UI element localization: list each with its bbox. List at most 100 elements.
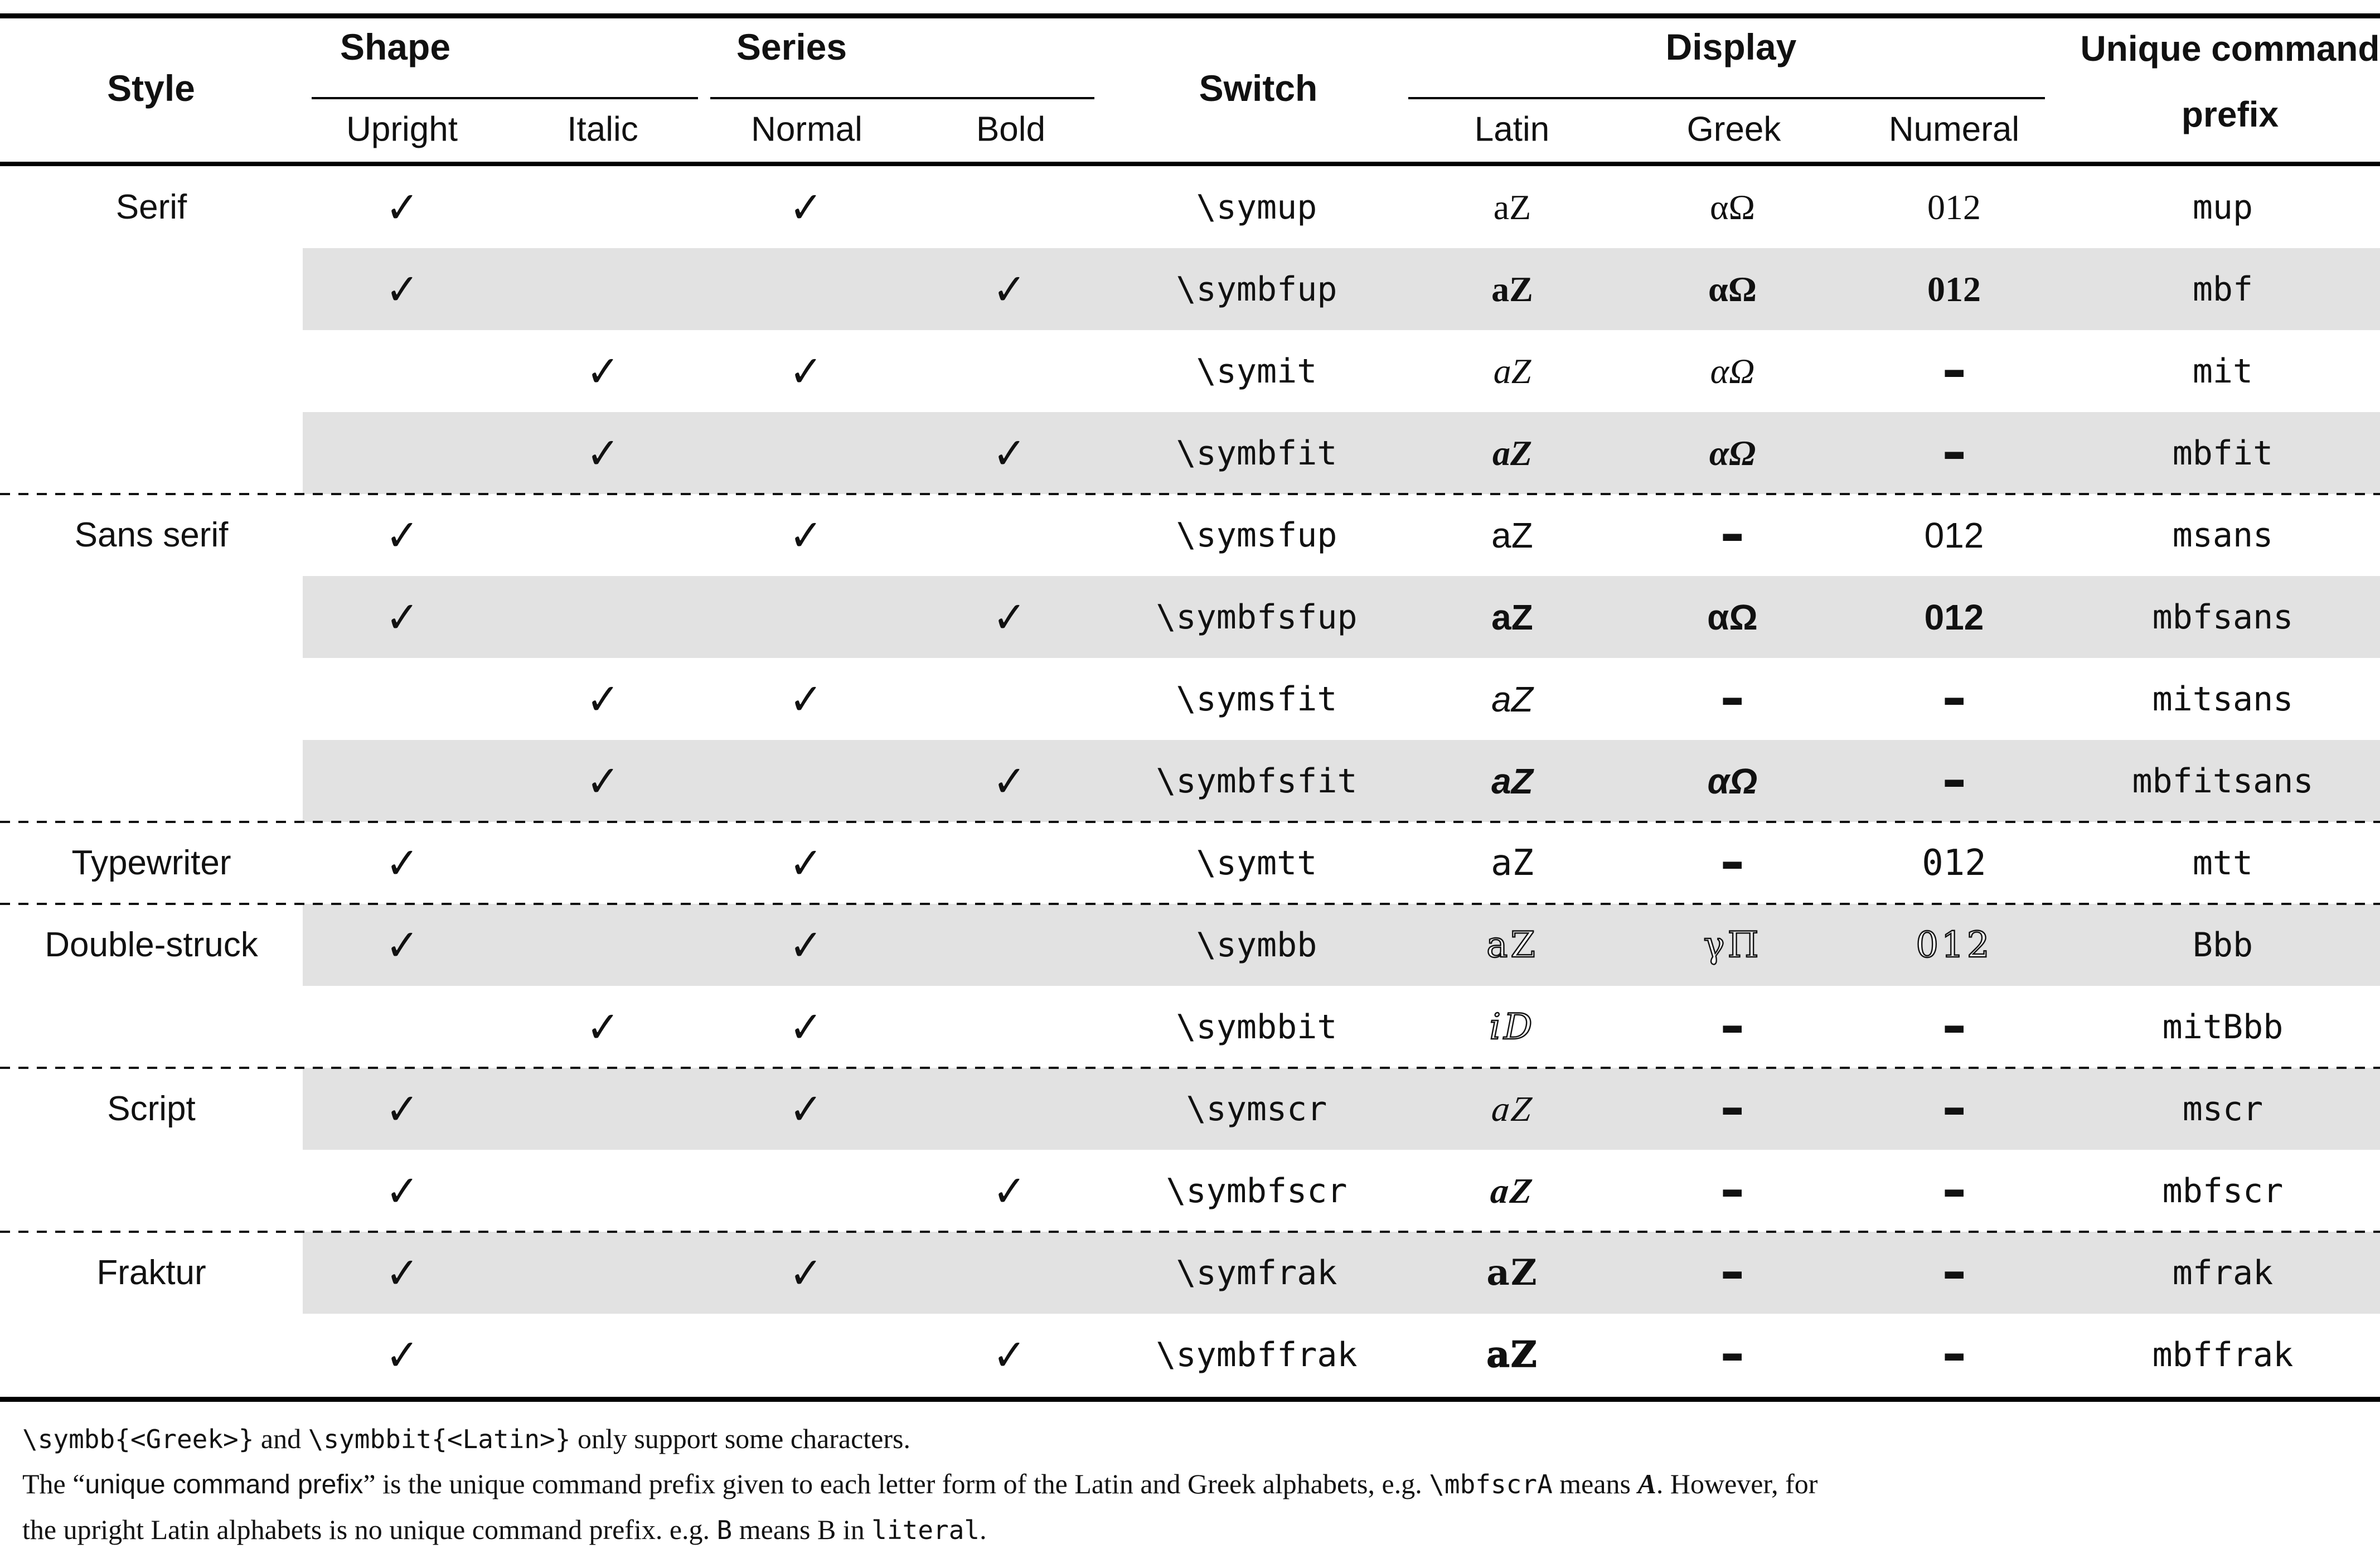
checkmark-icon: ✓ bbox=[789, 1083, 823, 1134]
checkmark-icon: ✓ bbox=[789, 510, 823, 560]
table-row: Sans serif ✓ ✓ \symsfup aZ - 012 msans bbox=[0, 494, 2380, 576]
table-row: ✓ ✓ \symbfscr aZ - - mbfscr bbox=[0, 1150, 2380, 1232]
footnote-segment: literal bbox=[871, 1515, 980, 1545]
table-row: Serif ✓ ✓ \symup aZ αΩ 012 mup bbox=[0, 166, 2380, 248]
footnote-segment: unique command prefix bbox=[85, 1470, 363, 1499]
prefix-cell: mfrak bbox=[2172, 1253, 2274, 1293]
switch-cell: \symbb bbox=[1196, 925, 1317, 965]
checkmark-icon: ✓ bbox=[789, 1247, 823, 1298]
check-cell-upright: ✓ bbox=[385, 1333, 419, 1377]
greek-sample: - bbox=[1714, 670, 1751, 728]
footnotes: \symbb{<Greek>} and \symbbit{<Latin>} on… bbox=[22, 1416, 2364, 1552]
numeral-sample: 012 bbox=[1927, 187, 1981, 227]
subheader-italic: Italic bbox=[567, 110, 638, 149]
style-cell: Serif bbox=[115, 187, 187, 226]
style-cell: Script bbox=[107, 1089, 196, 1128]
footnote-line: the upright Latin alphabets is no unique… bbox=[22, 1507, 2364, 1552]
subheader-numeral: Numeral bbox=[1888, 110, 2020, 149]
footnote-segment: B bbox=[716, 1515, 733, 1545]
greek-sample-cell: αΩ bbox=[1709, 187, 1756, 227]
numeral-sample: - bbox=[1936, 1162, 1972, 1220]
prefix-cell: mitBbb bbox=[2162, 1007, 2284, 1047]
check-cell-italic: ✓ bbox=[586, 432, 619, 475]
numeral-sample: - bbox=[1936, 1243, 1972, 1302]
numeral-sample: 012 bbox=[1922, 842, 1986, 884]
check-cell-upright: ✓ bbox=[385, 1247, 419, 1298]
latin-sample: aZ bbox=[1489, 1170, 1536, 1211]
prefix-cell: mup bbox=[2192, 187, 2253, 227]
checkmark-icon: ✓ bbox=[789, 919, 823, 970]
style-cell: Fraktur bbox=[96, 1253, 206, 1292]
switch-cell: \symbbit bbox=[1176, 1007, 1337, 1047]
greek-sample-cell: αΩ bbox=[1707, 599, 1758, 635]
checkmark-icon: ✓ bbox=[789, 346, 823, 396]
check-cell-normal: ✓ bbox=[789, 919, 823, 970]
dashed-separator bbox=[0, 1067, 2380, 1069]
numeral-sample: - bbox=[1936, 998, 1972, 1056]
greek-sample: γΠ bbox=[1703, 924, 1762, 966]
table-row: ✓ ✓ \symit aZ αΩ - mit bbox=[0, 330, 2380, 412]
numeral-sample-cell: 012 bbox=[1927, 187, 1981, 227]
footnote-line: \symbb{<Greek>} and \symbbit{<Latin>} on… bbox=[22, 1416, 2364, 1461]
check-cell-normal: ✓ bbox=[789, 841, 822, 885]
numeral-sample-cell: 012 bbox=[1925, 599, 1984, 635]
dashed-separator bbox=[0, 821, 2380, 823]
check-cell-bold: ✓ bbox=[992, 1333, 1026, 1377]
checkmark-icon: ✓ bbox=[385, 1247, 419, 1298]
column-header-style: Style bbox=[107, 67, 195, 109]
latin-sample: aZ bbox=[1491, 761, 1533, 801]
greek-sample-cell: αΩ bbox=[1710, 353, 1755, 389]
shape-group-underline bbox=[312, 97, 698, 99]
switch-cell: \symbfscr bbox=[1166, 1171, 1347, 1211]
checkmark-icon: ✓ bbox=[385, 182, 419, 233]
numeral-sample-cell: - bbox=[1936, 1002, 1972, 1052]
style-cell: Typewriter bbox=[71, 843, 231, 882]
latin-sample: aZ bbox=[1490, 1088, 1535, 1129]
latin-sample: aZ bbox=[1492, 433, 1533, 473]
latin-sample-cell: aZ bbox=[1489, 1170, 1536, 1211]
switch-cell: \symbfsfup bbox=[1156, 597, 1358, 637]
greek-sample-cell: - bbox=[1714, 510, 1751, 560]
dashed-separator bbox=[0, 903, 2380, 905]
checkmark-icon: ✓ bbox=[586, 1001, 620, 1052]
greek-sample-cell: - bbox=[1714, 1166, 1751, 1216]
check-cell-normal: ✓ bbox=[789, 346, 823, 396]
latin-sample-cell: aZ bbox=[1486, 1336, 1538, 1373]
checkmark-icon: ✓ bbox=[789, 1001, 823, 1052]
check-cell-normal: ✓ bbox=[789, 510, 823, 560]
prefix-cell: mbffrak bbox=[2152, 1335, 2294, 1375]
prefix-cell: mbf bbox=[2192, 269, 2253, 309]
check-cell-bold: ✓ bbox=[992, 432, 1026, 475]
footnote-segment: \symbb{<Greek>} bbox=[22, 1424, 254, 1454]
numeral-sample-cell: 012 bbox=[1922, 845, 1986, 881]
table-row: ✓ ✓ \symbfup aZ αΩ 012 mbf bbox=[0, 248, 2380, 330]
latin-sample: aZ bbox=[1493, 187, 1531, 227]
check-cell-normal: ✓ bbox=[789, 186, 822, 229]
numeral-sample: - bbox=[1936, 670, 1972, 728]
footnote-segment: A bbox=[1637, 1468, 1656, 1499]
check-cell-italic: ✓ bbox=[586, 759, 619, 803]
check-cell-bold: ✓ bbox=[992, 268, 1026, 311]
check-cell-upright: ✓ bbox=[385, 514, 419, 557]
latin-sample-cell: aZ bbox=[1491, 681, 1533, 717]
prefix-cell: mscr bbox=[2182, 1089, 2263, 1129]
numeral-sample-cell: - bbox=[1936, 346, 1972, 396]
latin-sample: aZ bbox=[1491, 515, 1533, 555]
series-group-underline bbox=[710, 97, 1094, 99]
switch-cell: \symsfit bbox=[1176, 679, 1337, 719]
greek-sample: - bbox=[1714, 998, 1751, 1056]
checkmark-icon: ✓ bbox=[992, 592, 1026, 642]
greek-sample: αΩ bbox=[1707, 761, 1758, 801]
greek-sample-cell: αΩ bbox=[1708, 271, 1757, 307]
latin-sample-cell: aZ bbox=[1491, 271, 1533, 307]
checkmark-icon: ✓ bbox=[789, 674, 823, 724]
group-header-display: Display bbox=[1665, 26, 1797, 67]
style-cell: Sans serif bbox=[74, 515, 229, 554]
subheader-normal: Normal bbox=[751, 110, 862, 149]
switch-cell: \symbfsfit bbox=[1156, 761, 1358, 801]
greek-sample: αΩ bbox=[1709, 187, 1756, 227]
numeral-sample-cell: - bbox=[1936, 1166, 1972, 1216]
switch-cell: \symit bbox=[1196, 351, 1317, 391]
subheader-greek: Greek bbox=[1686, 110, 1781, 149]
